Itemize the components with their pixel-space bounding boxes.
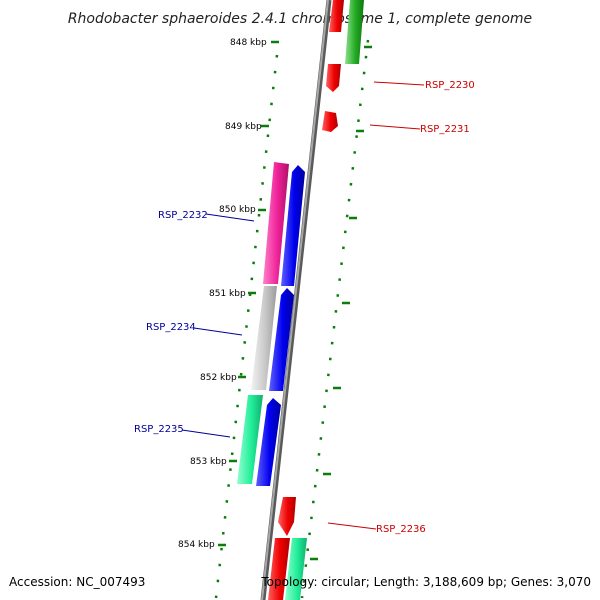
kbp-label-854: 854 kbp	[178, 540, 215, 550]
kbp-labels: 848 kbp 849 kbp 850 kbp 851 kbp 852 kbp …	[178, 38, 267, 550]
topology-text: Topology: circular; Length: 3,188,609 bp…	[260, 575, 591, 589]
accession-text: Accession: NC_007493	[9, 575, 145, 589]
gene-label-rsp-2236[interactable]: RSP_2236	[376, 524, 426, 535]
gene-label-leaders	[181, 81, 425, 530]
chromosome-backbone	[260, 0, 332, 600]
gene-rsp-2229-forward	[329, 0, 344, 32]
gene-rsp-2230-forward	[326, 64, 341, 92]
forward-strand-genes	[268, 0, 364, 600]
gene-rsp-2235	[237, 395, 263, 484]
kbp-label-853: 853 kbp	[190, 457, 227, 467]
gene-label-rsp-2234[interactable]: RSP_2234	[146, 322, 196, 333]
kbp-label-850: 850 kbp	[219, 205, 256, 215]
kbp-major-ticks-right	[310, 45, 372, 561]
kbp-major-ticks	[218, 40, 279, 547]
gene-rsp-2235-blue	[256, 398, 281, 486]
gene-rsp-2232	[263, 162, 289, 284]
left-tick-track	[214, 54, 279, 599]
reverse-strand-genes	[237, 162, 305, 486]
gene-rsp-2231-forward	[322, 111, 338, 132]
kbp-label-848: 848 kbp	[230, 38, 267, 48]
gene-rsp-2234-gray	[251, 286, 277, 390]
gene-label-rsp-2235[interactable]: RSP_2235	[134, 424, 184, 435]
page-title: Rhodobacter sphaeroides 2.4.1 chromosome…	[68, 11, 532, 27]
gene-mint-bottom	[285, 538, 307, 600]
gene-label-rsp-2231[interactable]: RSP_2231	[420, 124, 470, 135]
kbp-label-852: 852 kbp	[200, 373, 237, 383]
gene-label-rsp-2232[interactable]: RSP_2232	[158, 210, 208, 221]
gene-rsp-2236-forward	[278, 497, 296, 536]
kbp-label-851: 851 kbp	[209, 289, 246, 299]
kbp-label-849: 849 kbp	[225, 122, 262, 132]
gene-rsp-2233	[281, 165, 305, 286]
gene-labels: RSP_2230 RSP_2231 RSP_2232 RSP_2234 RSP_…	[134, 80, 475, 535]
gene-red-bottom	[268, 538, 290, 600]
gene-green-top	[345, 0, 364, 64]
gene-rsp-2234	[269, 288, 294, 391]
gene-label-rsp-2230[interactable]: RSP_2230	[425, 80, 475, 91]
